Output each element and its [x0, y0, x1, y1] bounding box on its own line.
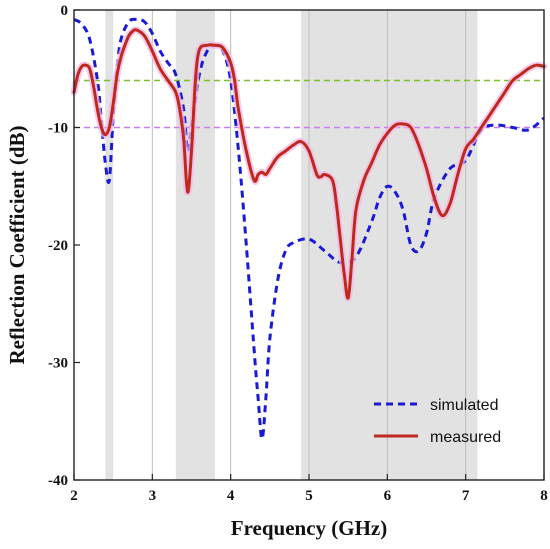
y-tick-label-0: 0: [61, 3, 69, 19]
x-axis-title: Frequency (GHz): [231, 516, 388, 540]
reference-lines: [74, 79, 544, 129]
data-series: [70, 17, 548, 441]
x-tick-label-8: 8: [540, 488, 548, 504]
shaded-band-1: [105, 10, 114, 480]
axis-ticks: 2 3 4 5 6 7 8 0 -10 -20 -30 -40: [48, 3, 548, 504]
y-tick-label--30: -30: [48, 356, 68, 372]
x-tick-label-2: 2: [70, 488, 78, 504]
simulated-line: [73, 17, 545, 441]
measured-line: [72, 28, 546, 300]
x-tick-label-4: 4: [227, 488, 235, 504]
x-tick-label-5: 5: [305, 488, 313, 504]
vertical-gridlines: [151, 10, 467, 480]
y-tick-label--10: -10: [48, 121, 68, 137]
y-axis-title: Reflection Coefficient (dB): [5, 125, 29, 364]
y-tick-label--20: -20: [48, 238, 68, 254]
legend-label-measured: measured: [430, 429, 501, 446]
y-tick-label--40: -40: [48, 473, 68, 489]
shaded-band-3: [301, 10, 478, 480]
x-tick-label-7: 7: [462, 488, 470, 504]
x-tick-label-6: 6: [384, 488, 392, 504]
legend-label-simulated: simulated: [430, 397, 498, 414]
x-tick-label-3: 3: [149, 488, 157, 504]
legend: simulated measured: [374, 397, 501, 446]
shaded-bands: [105, 10, 478, 480]
